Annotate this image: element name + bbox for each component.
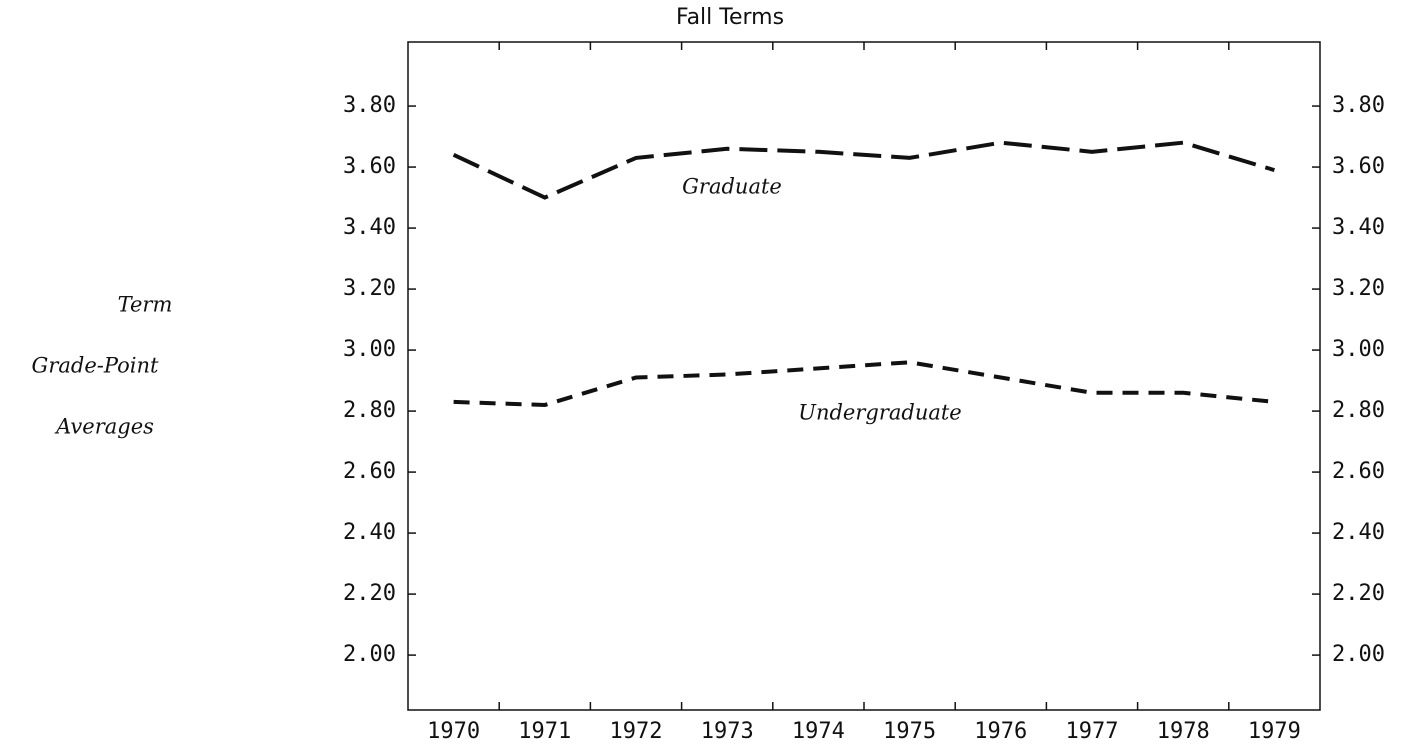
y-tick-label: 2.60 — [343, 459, 396, 484]
x-tick-label: 1970 — [427, 719, 480, 744]
x-tick-label: 1974 — [792, 719, 845, 744]
x-tick-label: 1976 — [974, 719, 1027, 744]
y-tick-label: 2.40 — [343, 520, 396, 545]
y-axis-label: Grade-Point — [32, 354, 159, 378]
series-line — [453, 360, 1275, 407]
y-axis-label: Term — [118, 293, 173, 317]
y2-tick-label: 3.80 — [1332, 93, 1385, 118]
series-line — [452, 140, 1275, 200]
y-tick-label: 3.80 — [343, 93, 396, 118]
y2-tick-label: 3.60 — [1332, 154, 1385, 179]
y2-tick-label: 3.00 — [1332, 337, 1385, 362]
x-tick-label: 1979 — [1248, 719, 1301, 744]
y-tick-label: 2.00 — [343, 642, 396, 667]
y-tick-label: 3.40 — [343, 215, 396, 240]
x-tick-label: 1977 — [1066, 719, 1119, 744]
x-tick-label: 1978 — [1157, 719, 1210, 744]
series-annotation: Graduate — [682, 175, 782, 199]
y-tick-label: 3.00 — [343, 337, 396, 362]
plot-frame — [407, 41, 1321, 711]
series-annotation: Undergraduate — [798, 401, 962, 425]
y2-tick-label: 2.80 — [1332, 398, 1385, 423]
y2-tick-label: 2.60 — [1332, 459, 1385, 484]
y2-tick-label: 2.40 — [1332, 520, 1385, 545]
y-tick-label: 3.60 — [343, 154, 396, 179]
y-tick-label: 2.20 — [343, 581, 396, 606]
y2-tick-label: 3.40 — [1332, 215, 1385, 240]
y-tick-label: 2.80 — [343, 398, 396, 423]
x-tick-label: 1973 — [701, 719, 754, 744]
y2-tick-label: 3.20 — [1332, 276, 1385, 301]
y2-tick-label: 2.20 — [1332, 581, 1385, 606]
chart-title: Fall Terms — [676, 5, 784, 30]
x-tick-label: 1972 — [610, 719, 663, 744]
x-tick-label: 1975 — [883, 719, 936, 744]
y2-tick-label: 2.00 — [1332, 642, 1385, 667]
x-tick-label: 1971 — [518, 719, 571, 744]
y-axis-label: Averages — [54, 415, 154, 439]
y-tick-label: 3.20 — [343, 276, 396, 301]
